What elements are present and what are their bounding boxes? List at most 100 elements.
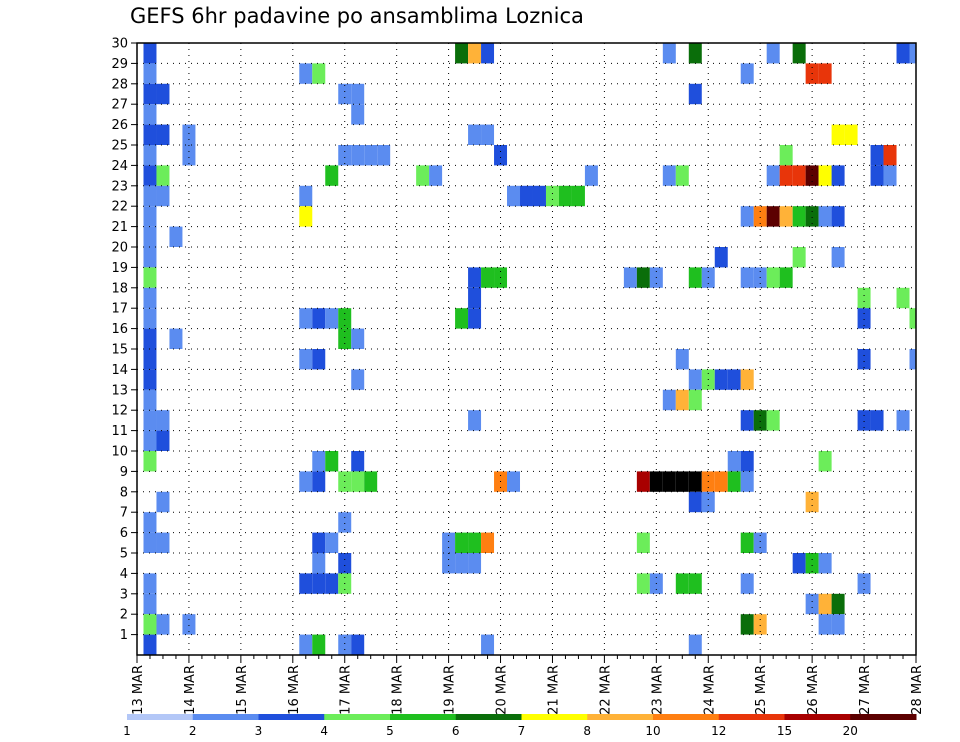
heatmap-cell bbox=[805, 593, 819, 615]
heatmap-cell bbox=[818, 206, 832, 227]
heatmap-cell bbox=[143, 593, 157, 615]
y-tick-label: 26 bbox=[111, 118, 128, 133]
heatmap-cell bbox=[338, 553, 352, 574]
x-tick-label: 15 MAR bbox=[235, 665, 250, 715]
colorbar-label: 7 bbox=[518, 724, 526, 738]
y-tick-label: 8 bbox=[120, 485, 128, 500]
heatmap-cell bbox=[325, 573, 339, 594]
colorbar-segment bbox=[324, 714, 391, 720]
colorbar-segment bbox=[258, 714, 325, 720]
heatmap-cell bbox=[740, 451, 754, 472]
heatmap-cell bbox=[701, 491, 715, 513]
heatmap-cell bbox=[779, 145, 793, 166]
heatmap-cell bbox=[351, 83, 365, 105]
heatmap-cell bbox=[429, 165, 443, 186]
heatmap-cell bbox=[143, 165, 157, 186]
heatmap-cell bbox=[468, 43, 482, 64]
heatmap-cell bbox=[662, 43, 676, 64]
heatmap-cell bbox=[532, 185, 546, 207]
heatmap-cell bbox=[740, 573, 754, 594]
heatmap-cell bbox=[299, 185, 313, 207]
heatmap-cell bbox=[779, 165, 793, 186]
heatmap-cell bbox=[338, 634, 352, 655]
y-tick-label: 2 bbox=[120, 608, 128, 623]
heatmap-cell bbox=[312, 63, 326, 84]
heatmap-cell bbox=[675, 165, 689, 186]
heatmap-cell bbox=[779, 267, 793, 288]
heatmap-cell bbox=[688, 573, 702, 594]
heatmap-cell bbox=[688, 43, 702, 64]
heatmap-cell bbox=[351, 471, 365, 492]
heatmap-cell bbox=[338, 145, 352, 166]
y-tick-label: 14 bbox=[111, 363, 128, 378]
heatmap-cell bbox=[727, 369, 741, 390]
x-tick-label: 18 MAR bbox=[391, 665, 406, 715]
heatmap-cell bbox=[818, 593, 832, 615]
heatmap-cell bbox=[468, 410, 482, 431]
heatmap-cell bbox=[896, 287, 910, 309]
heatmap-cell bbox=[753, 410, 767, 431]
heatmap-cell bbox=[662, 165, 676, 186]
heatmap-cell bbox=[766, 165, 780, 186]
colorbar-label: 4 bbox=[320, 724, 328, 738]
heatmap-cell bbox=[520, 185, 533, 207]
heatmap-cell bbox=[156, 410, 170, 431]
heatmap-cell bbox=[156, 491, 170, 513]
heatmap-cell bbox=[688, 267, 702, 288]
x-tick-label: 14 MAR bbox=[183, 665, 198, 715]
y-tick-label: 9 bbox=[120, 465, 128, 480]
y-tick-label: 7 bbox=[120, 506, 128, 521]
x-tick-label: 25 MAR bbox=[754, 665, 769, 715]
heatmap-cell bbox=[312, 634, 326, 655]
heatmap-cell bbox=[766, 410, 780, 431]
heatmap-cell bbox=[494, 145, 508, 166]
heatmap-cell bbox=[740, 410, 754, 431]
heatmap-cell bbox=[169, 226, 183, 247]
heatmap-cell bbox=[143, 287, 157, 309]
y-tick-label: 28 bbox=[111, 77, 128, 92]
heatmap-cell bbox=[468, 553, 482, 574]
x-tick-label: 21 MAR bbox=[546, 665, 561, 715]
heatmap-cell bbox=[143, 573, 157, 594]
heatmap-cell bbox=[442, 532, 456, 553]
heatmap-cell bbox=[143, 430, 157, 451]
colorbar-segment bbox=[587, 714, 654, 720]
heatmap-cell bbox=[455, 43, 469, 64]
y-tick-label: 20 bbox=[111, 241, 128, 256]
heatmap-cell bbox=[468, 287, 482, 309]
heatmap-cell bbox=[312, 349, 326, 370]
heatmap-cell bbox=[831, 206, 845, 227]
heatmap-cell bbox=[299, 206, 313, 227]
heatmap-cell bbox=[182, 614, 196, 635]
heatmap-cell bbox=[818, 614, 832, 635]
y-tick-label: 6 bbox=[120, 526, 128, 541]
heatmap-cell bbox=[805, 553, 819, 574]
y-tick-label: 29 bbox=[111, 57, 128, 72]
heatmap-cell bbox=[792, 553, 806, 574]
heatmap-cell bbox=[338, 512, 352, 533]
heatmap-cell bbox=[753, 206, 767, 227]
heatmap-cell bbox=[143, 389, 157, 411]
heatmap-cell bbox=[143, 328, 157, 349]
heatmap-cell bbox=[299, 349, 313, 370]
colorbar-label: 20 bbox=[843, 724, 858, 738]
heatmap-cell bbox=[143, 532, 157, 553]
heatmap-cell bbox=[299, 471, 313, 492]
heatmap-cell bbox=[740, 369, 754, 390]
y-tick-label: 15 bbox=[111, 343, 128, 358]
heatmap-cell bbox=[143, 634, 157, 655]
heatmap-cell bbox=[740, 206, 754, 227]
x-tick-label: 20 MAR bbox=[495, 665, 510, 715]
heatmap-cell bbox=[883, 145, 897, 166]
heatmap-cell bbox=[143, 410, 157, 431]
heatmap-cell bbox=[883, 165, 897, 186]
heatmap-cell bbox=[481, 634, 495, 655]
heatmap-cell bbox=[857, 349, 871, 370]
colorbar-label: 3 bbox=[255, 724, 263, 738]
heatmap-cell bbox=[636, 532, 650, 553]
colorbar-segment bbox=[784, 714, 851, 720]
heatmap-cell bbox=[299, 634, 313, 655]
heatmap-cell bbox=[351, 369, 365, 390]
heatmap-cell bbox=[740, 471, 754, 492]
